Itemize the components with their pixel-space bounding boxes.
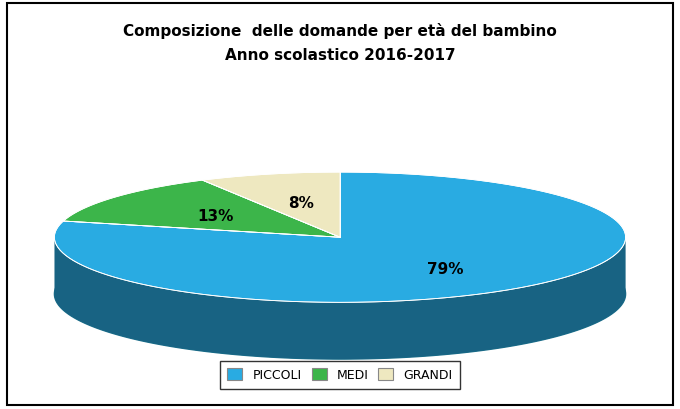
Text: 79%: 79% [427, 261, 463, 276]
Polygon shape [54, 173, 626, 303]
Text: 13%: 13% [198, 208, 234, 223]
Text: 8%: 8% [288, 196, 314, 211]
Legend: PICCOLI, MEDI, GRANDI: PICCOLI, MEDI, GRANDI [220, 361, 460, 389]
Polygon shape [54, 238, 626, 359]
Text: Composizione  delle domande per età del bambino: Composizione delle domande per età del b… [123, 22, 557, 39]
Polygon shape [54, 229, 626, 359]
Polygon shape [203, 173, 340, 238]
Text: Anno scolastico 2016-2017: Anno scolastico 2016-2017 [224, 48, 456, 63]
Polygon shape [63, 181, 340, 238]
